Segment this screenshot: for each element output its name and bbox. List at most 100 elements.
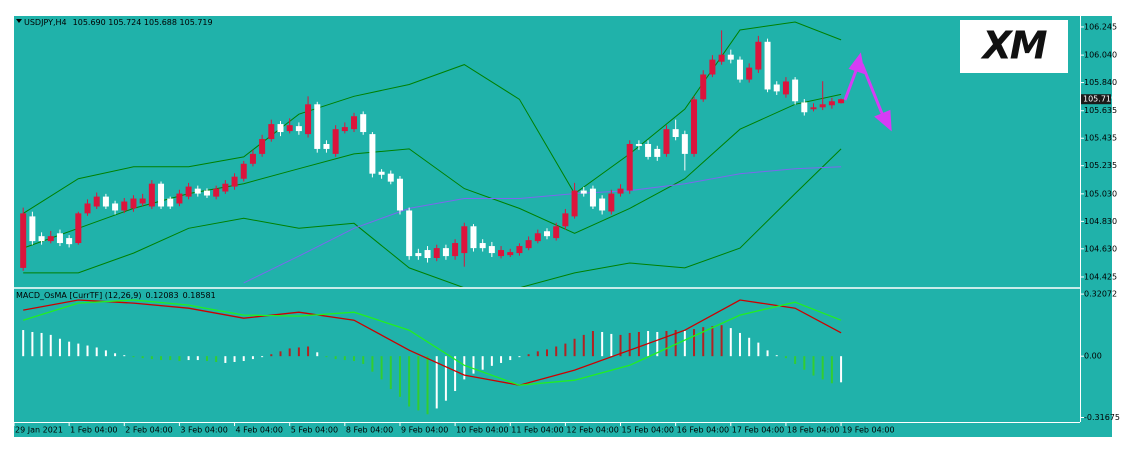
candle-body: [782, 81, 789, 95]
histogram-bar: [334, 356, 337, 360]
candle-body: [718, 54, 725, 62]
histogram-bar: [307, 346, 310, 357]
arrows: [843, 52, 892, 132]
candle-body: [488, 246, 495, 254]
x-tick-label: 18 Feb 04:00: [787, 426, 839, 435]
histogram-bar: [279, 351, 282, 357]
histogram-bar: [665, 331, 668, 357]
candle-body: [268, 124, 275, 140]
histogram-bar: [371, 356, 374, 372]
histogram-bar: [22, 330, 25, 357]
histogram-bar: [362, 356, 365, 364]
x-tick-label: 19 Feb 04:00: [842, 426, 894, 435]
candle-body: [47, 236, 54, 242]
candle-body: [29, 216, 36, 242]
down-arrow: [860, 63, 885, 117]
histogram-bar: [720, 325, 723, 357]
candle-body: [442, 248, 449, 257]
y-tick-label: 105.635: [1084, 106, 1117, 115]
y-tick-label: 106.245: [1084, 22, 1117, 31]
indicator-line: [243, 166, 842, 284]
candle-body: [544, 231, 550, 237]
candle-body: [424, 250, 431, 259]
candle-body: [452, 243, 459, 257]
x-tick-label: 8 Feb 04:00: [346, 426, 393, 435]
candle-body: [148, 183, 155, 207]
histogram-bar: [444, 356, 447, 401]
histogram-bar: [564, 343, 567, 357]
candle-body: [727, 54, 734, 60]
histogram-bar: [86, 345, 89, 357]
histogram-bar: [31, 331, 34, 357]
candle-body: [176, 193, 183, 204]
x-tick-label: 12 Feb 04:00: [566, 426, 618, 435]
candle-body: [102, 196, 109, 207]
candle-body: [589, 188, 596, 207]
candle-body: [663, 129, 670, 154]
candle-body: [203, 190, 210, 196]
histogram-bar: [169, 356, 172, 361]
candle-body: [20, 213, 27, 268]
candle-body: [323, 143, 330, 149]
price-marker-label: 105.719: [1083, 95, 1116, 104]
x-tick-label: 11 Feb 04:00: [511, 426, 563, 435]
histogram-bar: [68, 341, 71, 357]
histogram-bar: [251, 356, 254, 360]
candle-body: [66, 238, 73, 245]
histogram-bar: [114, 353, 117, 357]
candle-body: [645, 143, 652, 157]
candle-body: [396, 178, 403, 211]
histogram-bar: [77, 343, 80, 357]
histogram-bar: [683, 331, 686, 357]
candle-body: [461, 226, 468, 254]
x-tick-label: 17 Feb 04:00: [732, 426, 784, 435]
histogram-bar: [58, 338, 61, 357]
histogram-bar: [472, 356, 475, 374]
candle-body: [691, 99, 698, 154]
histogram-bar: [509, 356, 512, 361]
histogram-bar: [610, 333, 613, 357]
histogram-bar: [527, 354, 530, 357]
histogram-bar: [242, 356, 245, 362]
histogram-bar: [619, 334, 622, 357]
histogram-bar: [426, 356, 429, 415]
candle-body: [635, 143, 642, 146]
macd-value: 0.12083: [146, 291, 179, 300]
histogram-bar: [582, 334, 585, 357]
histogram-bar: [738, 332, 741, 357]
candle-body: [608, 193, 615, 212]
x-tick-label: 3 Feb 04:00: [180, 426, 227, 435]
candle-body: [617, 188, 624, 194]
candle-body: [415, 253, 422, 257]
y-tick-label: 104.425: [1084, 272, 1117, 281]
chart-title: USDJPY,H4 105.690 105.724 105.688 105.719: [24, 18, 213, 27]
up-arrow: [843, 67, 859, 101]
histogram-bar: [353, 356, 356, 362]
histogram-bar: [591, 331, 594, 357]
histogram-bar: [435, 356, 438, 409]
indicator-name: MACD_OsMA [CurrTF] (12,26,9): [16, 291, 142, 300]
x-tick-label: 15 Feb 04:00: [622, 426, 674, 435]
candle-body: [764, 41, 771, 90]
candle-body: [672, 129, 679, 137]
candle-body: [332, 129, 339, 154]
histogram-bar: [40, 332, 43, 357]
histogram-bar: [693, 329, 696, 357]
candle-body: [305, 104, 312, 135]
candle-body: [277, 124, 284, 133]
histogram-bar: [325, 356, 328, 358]
candle-body: [139, 198, 146, 204]
candle-body: [838, 99, 845, 104]
candle-body: [185, 186, 192, 197]
histogram-bar: [711, 326, 714, 357]
histogram-bar: [518, 356, 521, 358]
histogram-bar: [224, 356, 227, 363]
candle-body: [360, 114, 367, 133]
histogram-bar: [546, 349, 548, 357]
histogram-bar: [408, 356, 411, 407]
candle-body: [433, 248, 440, 259]
down-arrow-head: [874, 109, 892, 132]
histogram-bar: [215, 356, 218, 362]
candle-body: [562, 213, 569, 227]
y-tick-label: 104.830: [1084, 217, 1117, 226]
